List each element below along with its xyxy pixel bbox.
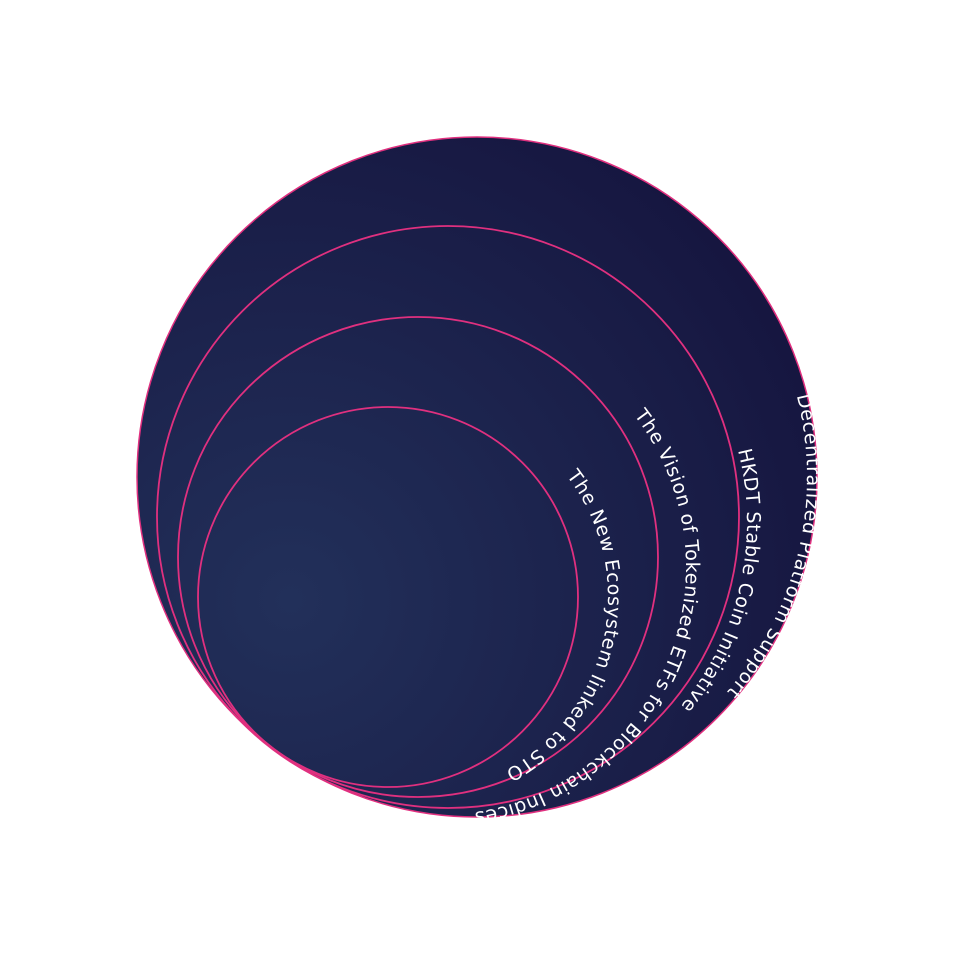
- ring-outer: [136, 136, 818, 818]
- ring-second: [156, 225, 740, 809]
- ring-inner: [197, 406, 579, 788]
- ring-third: [177, 316, 659, 798]
